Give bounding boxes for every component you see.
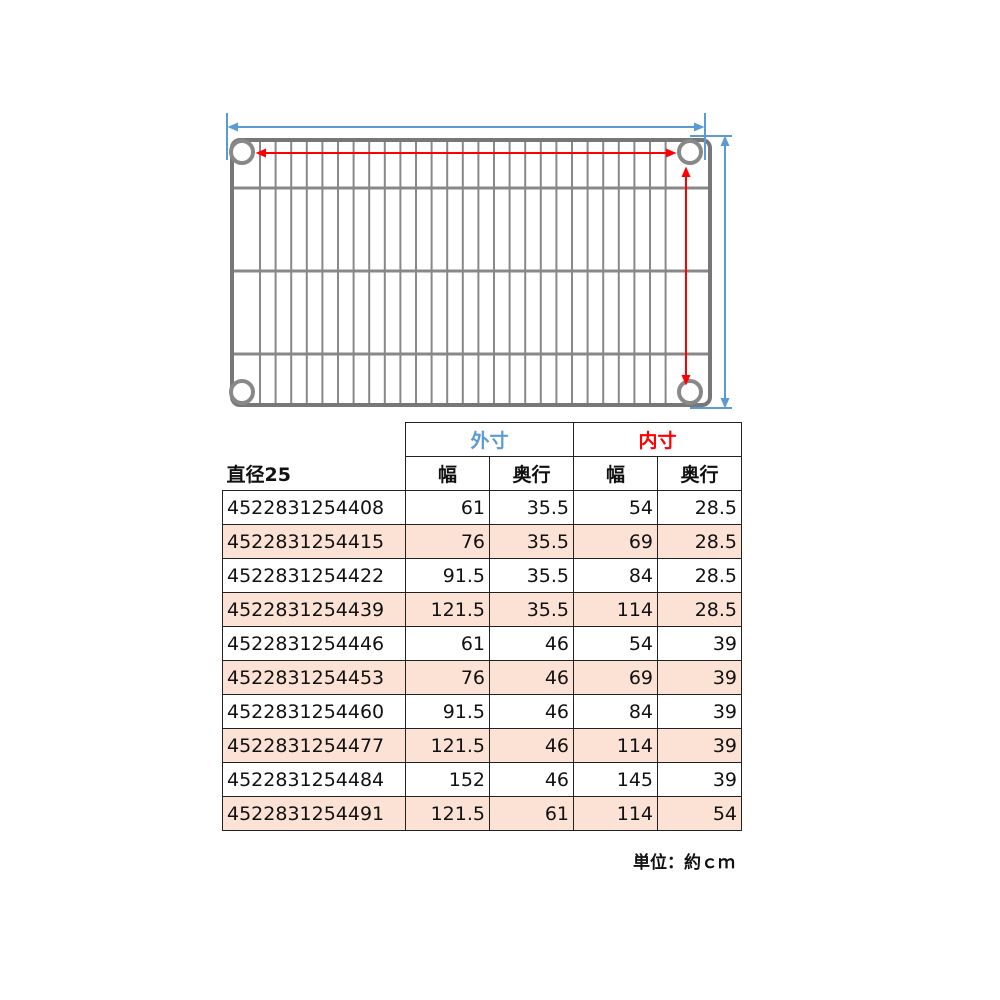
- outer-depth-cell: 61: [489, 796, 574, 831]
- inner-dimension-header: 内寸: [573, 422, 742, 457]
- outer-dimension-arrows: [226, 113, 732, 409]
- inner-dimension-arrows: [255, 148, 691, 386]
- outer-width-cell: 152: [405, 762, 490, 797]
- code-cell: 4522831254453: [222, 660, 406, 695]
- outer-depth-cell: 46: [489, 728, 574, 763]
- code-cell: 4522831254415: [222, 524, 406, 559]
- outer-depth-cell: 35.5: [489, 558, 574, 593]
- inner-width-cell: 84: [573, 558, 658, 593]
- inner-width-cell: 114: [573, 592, 658, 627]
- inner-depth-cell: 28.5: [657, 490, 742, 525]
- inner-width-cell: 69: [573, 524, 658, 559]
- post-bottom-right: [677, 379, 703, 405]
- post-bottom-left: [229, 379, 255, 405]
- table-row: 4522831254415 76 35.5 69 28.5: [222, 524, 742, 559]
- outer-depth-cell: 46: [489, 626, 574, 661]
- wire-shelf-diagram: [226, 113, 732, 409]
- inner-depth-cell: 54: [657, 796, 742, 831]
- code-cell: 4522831254439: [222, 592, 406, 627]
- outer-dimension-header: 外寸: [405, 422, 574, 457]
- outer-depth-header: 奥行: [489, 456, 574, 491]
- table-row: 4522831254446 61 46 54 39: [222, 626, 742, 661]
- outer-depth-cell: 46: [489, 660, 574, 695]
- table-row: 4522831254453 76 46 69 39: [222, 660, 742, 695]
- outer-width-cell: 76: [405, 660, 490, 695]
- table-row: 4522831254422 91.5 35.5 84 28.5: [222, 558, 742, 593]
- inner-width-cell: 54: [573, 626, 658, 661]
- code-cell: 4522831254422: [222, 558, 406, 593]
- inner-width-header: 幅: [573, 456, 658, 491]
- table-row: 4522831254460 91.5 46 84 39: [222, 694, 742, 729]
- inner-depth-cell: 28.5: [657, 558, 742, 593]
- inner-width-cell: 54: [573, 490, 658, 525]
- code-cell: 4522831254460: [222, 694, 406, 729]
- group-header-row: 外寸 内寸: [223, 422, 742, 457]
- outer-depth-cell: 35.5: [489, 490, 574, 525]
- inner-width-cell: 84: [573, 694, 658, 729]
- inner-depth-cell: 39: [657, 728, 742, 763]
- shelf-frame: [230, 138, 712, 407]
- outer-width-cell: 91.5: [405, 694, 490, 729]
- corner-posts: [229, 139, 703, 405]
- inner-depth-header: 奥行: [657, 456, 742, 491]
- code-cell: 4522831254491: [222, 796, 406, 831]
- unit-note: 単位：約ｃｍ: [633, 853, 735, 873]
- outer-width-cell: 76: [405, 524, 490, 559]
- post-top-left: [229, 139, 255, 165]
- inner-depth-cell: 39: [657, 660, 742, 695]
- outer-width-cell: 61: [405, 626, 490, 661]
- outer-depth-cell: 46: [489, 694, 574, 729]
- sub-header-row: 直径25 幅 奥行 幅 奥行: [223, 456, 742, 491]
- inner-depth-cell: 28.5: [657, 592, 742, 627]
- outer-width-header: 幅: [405, 456, 490, 491]
- table-row: 4522831254477 121.5 46 114 39: [222, 728, 742, 763]
- post-top-right: [677, 139, 703, 165]
- inner-depth-cell: 39: [657, 694, 742, 729]
- outer-width-cell: 61: [405, 490, 490, 525]
- inner-depth-cell: 28.5: [657, 524, 742, 559]
- inner-width-cell: 145: [573, 762, 658, 797]
- inner-width-cell: 114: [573, 796, 658, 831]
- outer-width-cell: 121.5: [405, 592, 490, 627]
- table-row: 4522831254491 121.5 61 114 54: [222, 796, 742, 831]
- table-row: 4522831254439 121.5 35.5 114 28.5: [222, 592, 742, 627]
- outer-width-cell: 121.5: [405, 796, 490, 831]
- code-cell: 4522831254446: [222, 626, 406, 661]
- outer-depth-cell: 46: [489, 762, 574, 797]
- table-row: 4522831254484 152 46 145 39: [222, 762, 742, 797]
- code-cell: 4522831254408: [222, 490, 406, 525]
- code-cell: 4522831254477: [222, 728, 406, 763]
- spec-table: 外寸 内寸 直径25 幅 奥行 幅 奥行 4522831254408 61 35.5…: [222, 422, 742, 831]
- outer-width-cell: 91.5: [405, 558, 490, 593]
- outer-depth-cell: 35.5: [489, 524, 574, 559]
- outer-width-cell: 121.5: [405, 728, 490, 763]
- table-row: 4522831254408 61 35.5 54 28.5: [222, 490, 742, 525]
- code-cell: 4522831254484: [222, 762, 406, 797]
- inner-depth-cell: 39: [657, 626, 742, 661]
- inner-width-cell: 114: [573, 728, 658, 763]
- diameter-label: 直径25: [226, 463, 291, 486]
- outer-depth-cell: 35.5: [489, 592, 574, 627]
- shelf-wires: [234, 142, 708, 403]
- inner-depth-cell: 39: [657, 762, 742, 797]
- inner-width-cell: 69: [573, 660, 658, 695]
